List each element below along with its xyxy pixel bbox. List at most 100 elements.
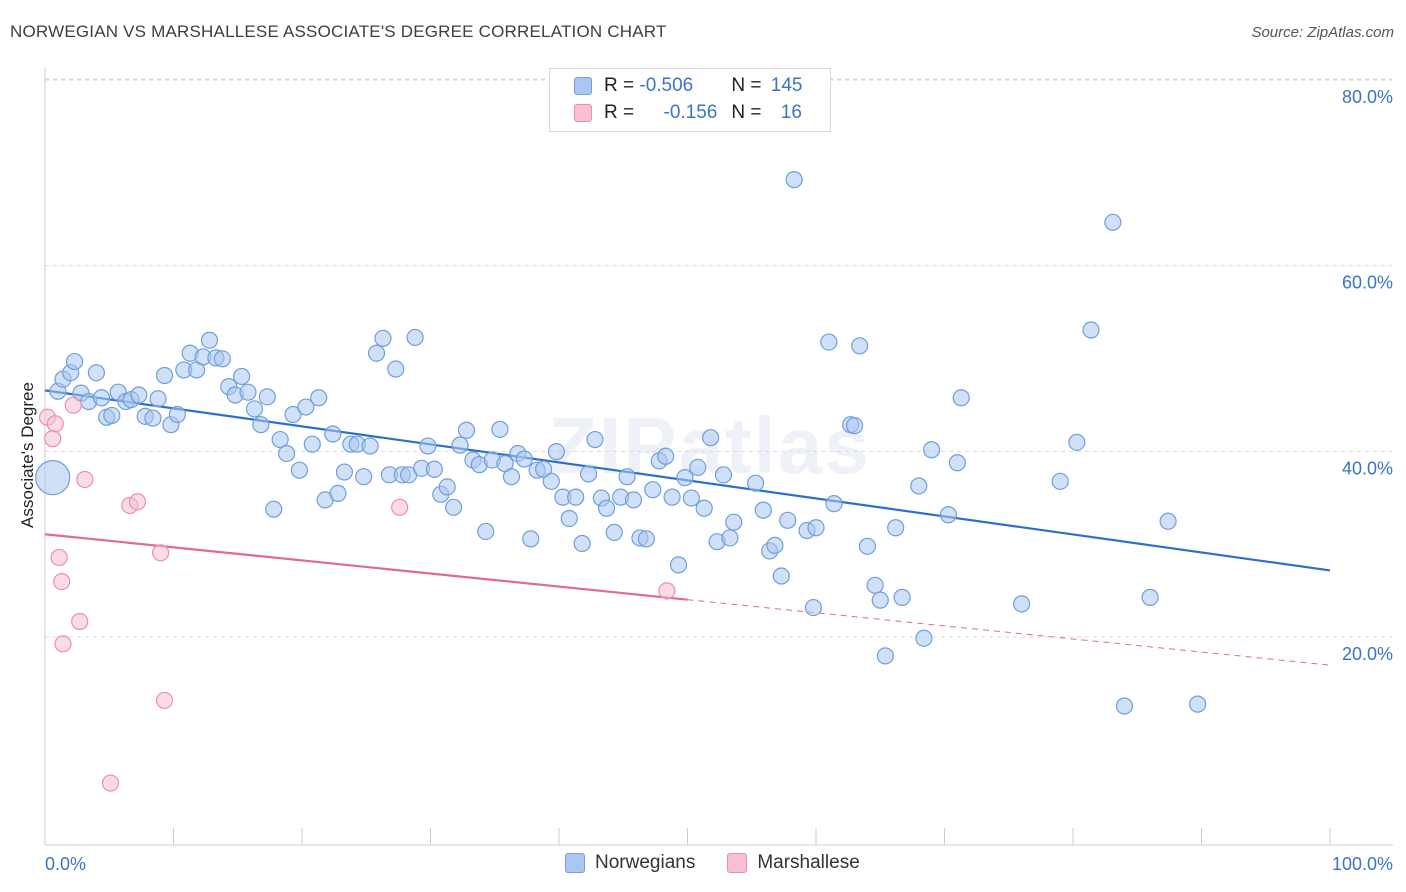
legend-row-marshallese: R = -0.156 N = 16 bbox=[574, 100, 802, 126]
norwegian-point bbox=[310, 389, 328, 407]
x-tick-label: 0.0% bbox=[45, 854, 86, 874]
norwegian-point bbox=[477, 522, 495, 541]
marshallese-point bbox=[71, 612, 89, 631]
norwegian-point bbox=[239, 383, 257, 401]
norwegian-point bbox=[1082, 321, 1100, 339]
norwegian-point bbox=[893, 588, 911, 606]
norwegian-point bbox=[451, 436, 469, 454]
norwegian-point bbox=[876, 647, 894, 665]
norwegian-point bbox=[747, 474, 765, 492]
norwegian-point bbox=[725, 513, 743, 531]
norwegian-point bbox=[252, 416, 270, 434]
norwegian-point bbox=[560, 509, 578, 528]
legend-label: Norwegians bbox=[595, 852, 696, 873]
norwegian-point bbox=[457, 421, 476, 439]
marshallese-point bbox=[50, 548, 68, 567]
norwegian-point bbox=[952, 389, 970, 407]
norwegian-point bbox=[149, 390, 167, 408]
chart-title: NORWEGIAN VS MARSHALLESE ASSOCIATE'S DEG… bbox=[10, 22, 667, 41]
norwegian-point bbox=[367, 344, 386, 362]
norwegian-point bbox=[766, 536, 784, 554]
norwegian-point bbox=[290, 461, 309, 479]
marshallese-point bbox=[391, 498, 409, 516]
norwegian-point bbox=[103, 406, 121, 425]
norwegian-point bbox=[522, 530, 540, 548]
n-value: 145 bbox=[770, 75, 803, 96]
norwegian-point bbox=[1189, 695, 1207, 713]
marshallese-point bbox=[155, 691, 174, 710]
norwegian-point bbox=[355, 468, 373, 486]
norwegian-point bbox=[820, 333, 838, 351]
grid-lines bbox=[45, 78, 1392, 638]
norwegian-point bbox=[425, 460, 443, 478]
legend-row-norwegians: R = -0.506 N = 145 bbox=[574, 73, 802, 99]
norwegian-point bbox=[155, 366, 174, 385]
norwegian-point bbox=[573, 534, 591, 553]
legend-item-marshallese[interactable]: Marshallese bbox=[727, 852, 860, 874]
norwegian-point bbox=[804, 598, 823, 617]
norwegian-point bbox=[586, 430, 604, 449]
r-value: -0.156 bbox=[663, 102, 718, 123]
norwegian-point bbox=[329, 484, 347, 502]
norwegian-point bbox=[948, 454, 966, 472]
n-label: N = bbox=[731, 75, 767, 96]
norwegian-point bbox=[297, 398, 315, 416]
norwegian-point bbox=[258, 388, 276, 406]
norwegian-point bbox=[335, 463, 354, 481]
r-value: -0.506 bbox=[639, 75, 694, 96]
correlation-legend: R = -0.506 N = 145 R = -0.156 N = 16 bbox=[549, 68, 831, 132]
norwegian-point bbox=[92, 389, 111, 407]
trend-lines bbox=[44, 389, 1331, 666]
marshallese-point bbox=[54, 635, 72, 653]
norwegian-point bbox=[438, 478, 456, 496]
norwegian-point bbox=[597, 499, 616, 517]
marshallese-point bbox=[658, 582, 676, 600]
marshallese-point bbox=[44, 430, 62, 448]
norwegian-point bbox=[669, 556, 688, 574]
norwegian-point bbox=[618, 468, 636, 486]
source-label: Source: ZipAtlas.com bbox=[1251, 24, 1394, 41]
norwegian-point bbox=[721, 529, 739, 547]
norwegian-point bbox=[168, 405, 186, 424]
y-tick-label: 60.0% bbox=[1342, 273, 1393, 293]
norwegian-point bbox=[887, 519, 905, 537]
norwegian-point bbox=[542, 472, 560, 490]
legend-label: Marshallese bbox=[757, 852, 860, 873]
norwegian-point bbox=[845, 417, 864, 435]
norwegian-point bbox=[277, 444, 296, 463]
norwegian-point bbox=[87, 364, 106, 382]
norwegian-point bbox=[445, 498, 463, 516]
norwegian-point bbox=[1159, 512, 1177, 530]
norwegian-point bbox=[644, 481, 662, 499]
marshallese-trend-line bbox=[44, 533, 688, 601]
marshallese-point bbox=[53, 572, 71, 591]
norwegian-point bbox=[1068, 433, 1086, 451]
norwegian-point bbox=[657, 447, 675, 465]
norwegian-point bbox=[851, 337, 869, 355]
norwegian-point bbox=[624, 491, 643, 509]
norwegian-point bbox=[547, 443, 566, 461]
norwegian-point bbox=[567, 488, 585, 506]
norwegian-point bbox=[915, 629, 933, 647]
marshallese-point bbox=[76, 470, 94, 489]
r-label: R = bbox=[604, 75, 640, 96]
norwegian-point bbox=[605, 523, 623, 541]
norwegian-point bbox=[910, 477, 928, 495]
norwegian-point bbox=[491, 420, 509, 438]
marshallese-point bbox=[152, 544, 170, 562]
norwegian-point bbox=[1012, 595, 1031, 613]
legend-item-norwegians[interactable]: Norwegians bbox=[565, 852, 695, 874]
r-label: R = bbox=[604, 102, 640, 123]
norwegian-point bbox=[361, 437, 379, 455]
norwegian-point bbox=[534, 460, 553, 478]
marshallese-point bbox=[101, 774, 120, 792]
marshallese-trend-extension bbox=[687, 599, 1331, 666]
norwegian-point bbox=[502, 468, 521, 486]
norwegian-point bbox=[695, 499, 713, 517]
norwegian-point bbox=[682, 489, 700, 507]
norwegian-point bbox=[785, 171, 803, 189]
norwegian-point bbox=[303, 435, 321, 453]
x-tick-label: 100.0% bbox=[1332, 854, 1393, 874]
series-legend: Norwegians Marshallese bbox=[565, 852, 892, 874]
